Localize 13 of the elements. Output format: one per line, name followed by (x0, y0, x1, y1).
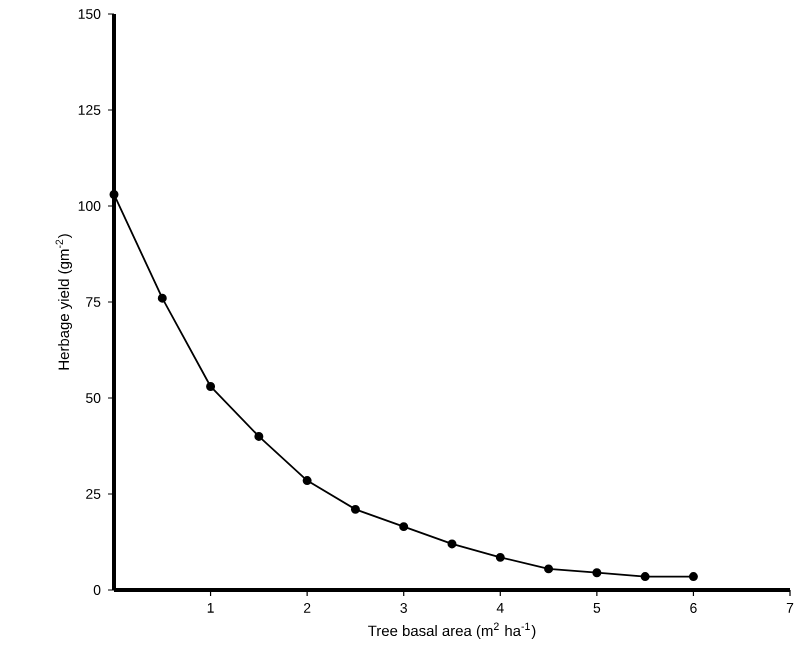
point (495, 552, 505, 562)
point (254, 431, 264, 441)
point (157, 293, 167, 303)
point (206, 381, 216, 391)
point (640, 572, 650, 582)
point (350, 504, 360, 514)
point (544, 564, 554, 574)
point (592, 568, 602, 578)
point (109, 189, 119, 199)
point (447, 539, 457, 549)
point (302, 476, 312, 486)
point (688, 572, 698, 582)
point (399, 522, 409, 532)
